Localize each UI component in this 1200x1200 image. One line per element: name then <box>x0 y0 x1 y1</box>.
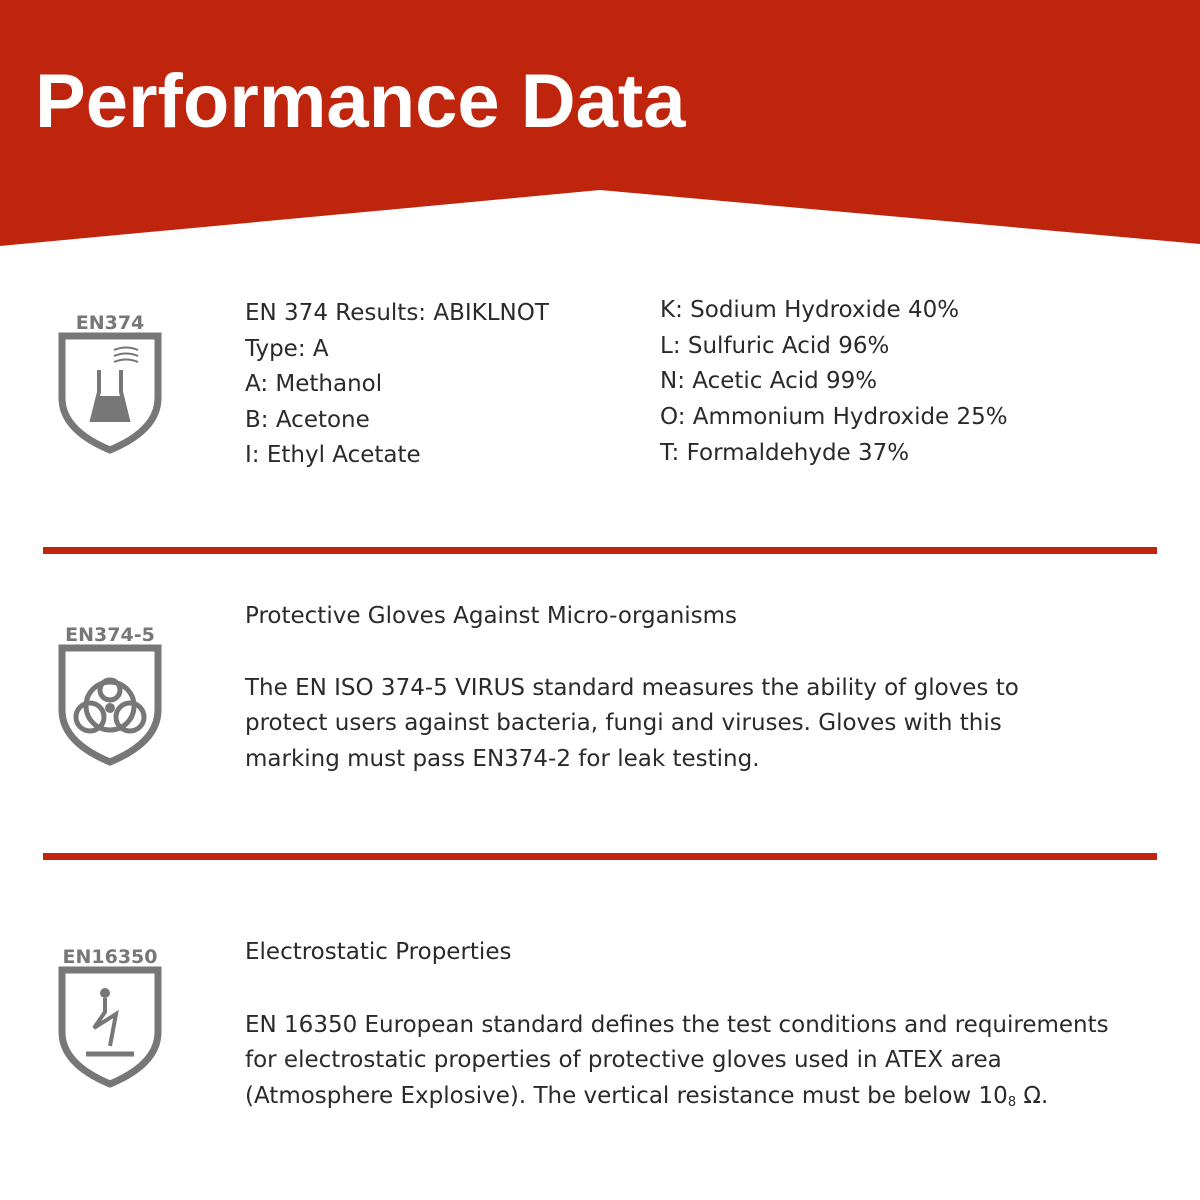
result-line: I: Ethyl Acetate <box>245 442 421 468</box>
result-line: O: Ammonium Hydroxide 25% <box>660 404 1008 430</box>
paragraph-line: for electrostatic properties of protecti… <box>245 1047 1002 1073</box>
badge-label: EN374-5 <box>65 624 155 646</box>
badge-label: EN374 <box>76 312 145 334</box>
paragraph-line: The EN ISO 374-5 VIRUS standard measures… <box>245 675 1019 701</box>
result-line: L: Sulfuric Acid 96% <box>660 333 890 359</box>
title: Performance Data <box>35 59 686 144</box>
result-line: Type: A <box>245 336 329 362</box>
en374-icon: EN374 <box>58 312 162 454</box>
en16350-icon: EN16350 <box>58 946 162 1088</box>
paragraph-line: (Atmosphere Explosive). The vertical res… <box>245 1083 1049 1110</box>
section-heading: Electrostatic Properties <box>245 939 512 965</box>
paragraph-line: protect users against bacteria, fungi an… <box>245 710 1002 736</box>
section-heading: Protective Gloves Against Micro-organism… <box>245 603 738 629</box>
divider <box>43 547 1157 554</box>
result-line: B: Acetone <box>245 407 370 433</box>
result-line: N: Acetic Acid 99% <box>660 368 878 394</box>
paragraph-line: EN 16350 European standard defines the t… <box>245 1012 1109 1038</box>
result-line: K: Sodium Hydroxide 40% <box>660 297 960 323</box>
divider <box>43 853 1157 860</box>
paragraph-line: marking must pass EN374-2 for leak testi… <box>245 746 760 772</box>
paragraph-text: Ω. <box>1016 1083 1049 1109</box>
badge-label: EN16350 <box>63 946 158 968</box>
subscript: 8 <box>1007 1095 1017 1110</box>
paragraph-text: (Atmosphere Explosive). The vertical res… <box>245 1083 1008 1109</box>
result-line: A: Methanol <box>245 371 383 397</box>
header-band <box>0 0 1200 246</box>
result-line: EN 374 Results: ABIKLNOT <box>245 300 549 326</box>
result-line: T: Formaldehyde 37% <box>660 440 910 466</box>
en374-5-icon: EN374-5 <box>58 624 162 766</box>
